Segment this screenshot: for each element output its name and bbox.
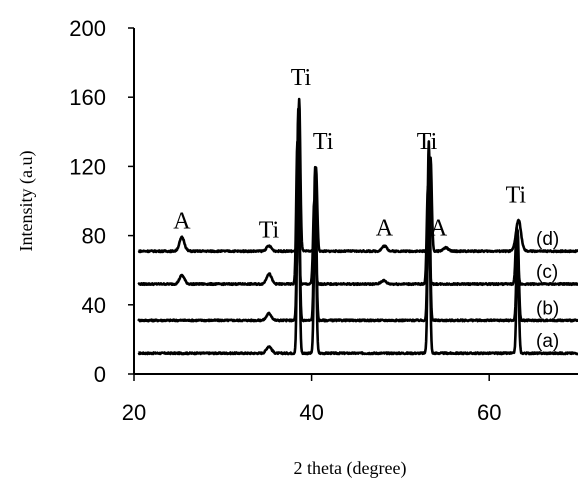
peak-label: Ti [506,183,527,209]
peak-label: A [430,216,448,242]
y-tick-label: 40 [82,293,106,318]
peak-labels: A Ti Ti Ti A A Ti Ti [173,65,526,243]
x-tick-label: 20 [122,400,146,425]
x-tick-label: 40 [299,400,323,425]
y-tick-label: 80 [82,224,106,249]
trace-line [137,141,578,356]
axes [133,28,578,375]
trace-label: (c) [536,262,558,283]
x-ticks: 20 40 60 [122,374,501,425]
y-tick-label: 120 [69,154,106,179]
peak-label: Ti [313,129,334,155]
y-tick-label: 0 [94,362,106,387]
x-tick-label: 60 [477,400,501,425]
trace-labels: (a) (b) (c) (d) [536,229,559,352]
y-tick-label: 200 [69,16,106,41]
peak-label: A [173,209,191,235]
y-axis-title: Intensity (a.u) [16,151,37,252]
y-tick-label: 160 [69,85,106,110]
trace-label: (b) [536,298,559,319]
trace-line [137,97,578,254]
trace-label: (d) [536,229,559,250]
trace-label: (a) [536,331,559,352]
peak-label: Ti [291,65,312,91]
peak-label: Ti [417,129,438,155]
trace-line [137,107,578,323]
traces [137,97,578,356]
peak-label: Ti [259,217,280,243]
trace-line [137,140,578,287]
peak-label: A [376,216,394,242]
x-axis-title: 2 theta (degree) [294,458,407,479]
y-ticks: 0 40 80 120 160 200 [69,16,134,387]
